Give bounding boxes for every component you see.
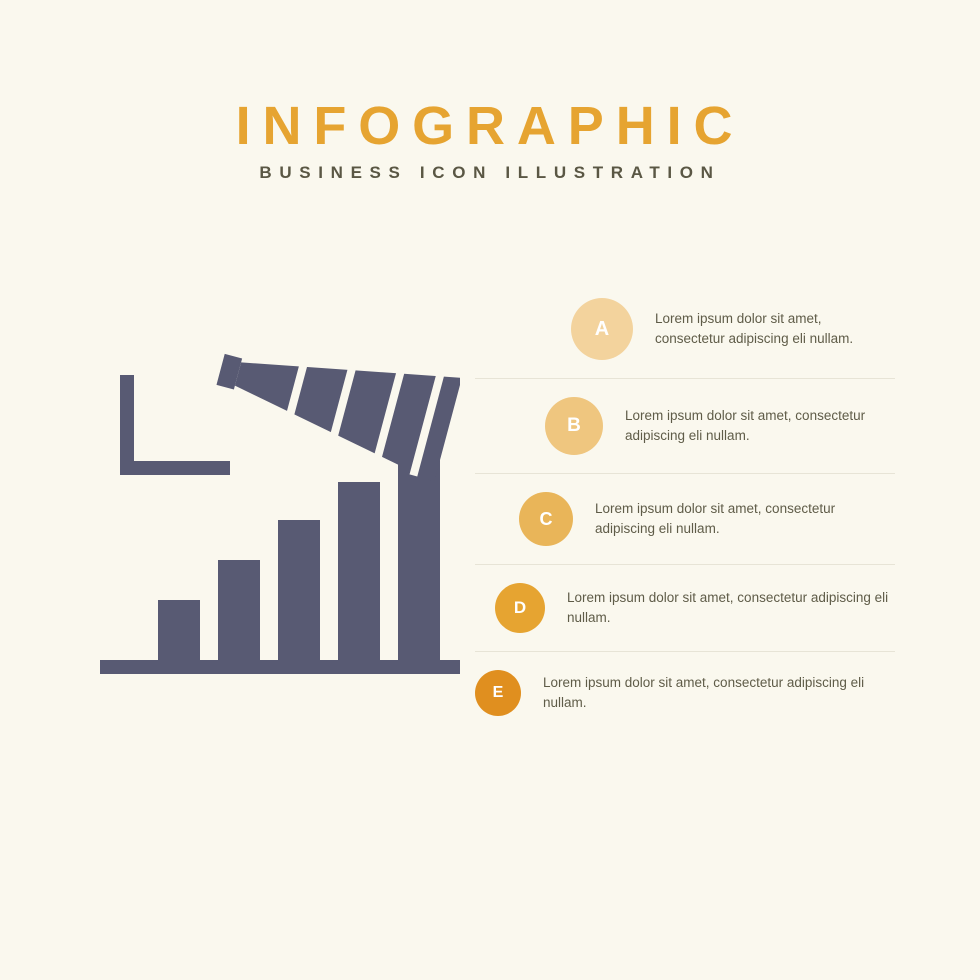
step-text-c: Lorem ipsum dolor sit amet, consectetur … <box>595 499 895 538</box>
vision-chart-icon <box>100 340 460 680</box>
header: INFOGRAPHIC BUSINESS ICON ILLUSTRATION <box>0 95 980 183</box>
step-d: D Lorem ipsum dolor sit amet, consectetur… <box>475 565 895 652</box>
step-badge-c: C <box>519 492 573 546</box>
infographic-canvas: INFOGRAPHIC BUSINESS ICON ILLUSTRATION A… <box>0 0 980 980</box>
step-text-b: Lorem ipsum dolor sit amet, consectetur … <box>625 406 895 445</box>
step-list: A Lorem ipsum dolor sit amet, consectetur… <box>475 280 895 734</box>
step-badge-d: D <box>495 583 545 633</box>
step-e: E Lorem ipsum dolor sit amet, consectetur… <box>475 652 895 734</box>
main-title: INFOGRAPHIC <box>0 95 980 157</box>
step-text-d: Lorem ipsum dolor sit amet, consectetur … <box>567 588 895 627</box>
step-a: A Lorem ipsum dolor sit amet, consectetur… <box>475 280 895 379</box>
step-badge-e: E <box>475 670 521 716</box>
step-badge-a: A <box>571 298 633 360</box>
step-text-a: Lorem ipsum dolor sit amet, consectetur … <box>655 309 895 348</box>
step-badge-b: B <box>545 397 603 455</box>
subtitle: BUSINESS ICON ILLUSTRATION <box>0 163 980 183</box>
step-b: B Lorem ipsum dolor sit amet, consectetur… <box>475 379 895 474</box>
step-text-e: Lorem ipsum dolor sit amet, consectetur … <box>543 673 895 712</box>
step-c: C Lorem ipsum dolor sit amet, consectetur… <box>475 474 895 565</box>
